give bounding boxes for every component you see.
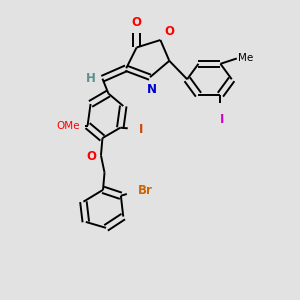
Text: O: O (164, 25, 174, 38)
Text: Me: Me (238, 53, 254, 64)
Text: H: H (86, 72, 96, 85)
Text: I: I (139, 123, 143, 136)
Text: OMe: OMe (56, 121, 80, 130)
Text: I: I (220, 113, 224, 126)
Text: Br: Br (138, 184, 153, 197)
Text: O: O (132, 16, 142, 29)
Text: O: O (86, 150, 96, 163)
Text: N: N (146, 82, 157, 95)
